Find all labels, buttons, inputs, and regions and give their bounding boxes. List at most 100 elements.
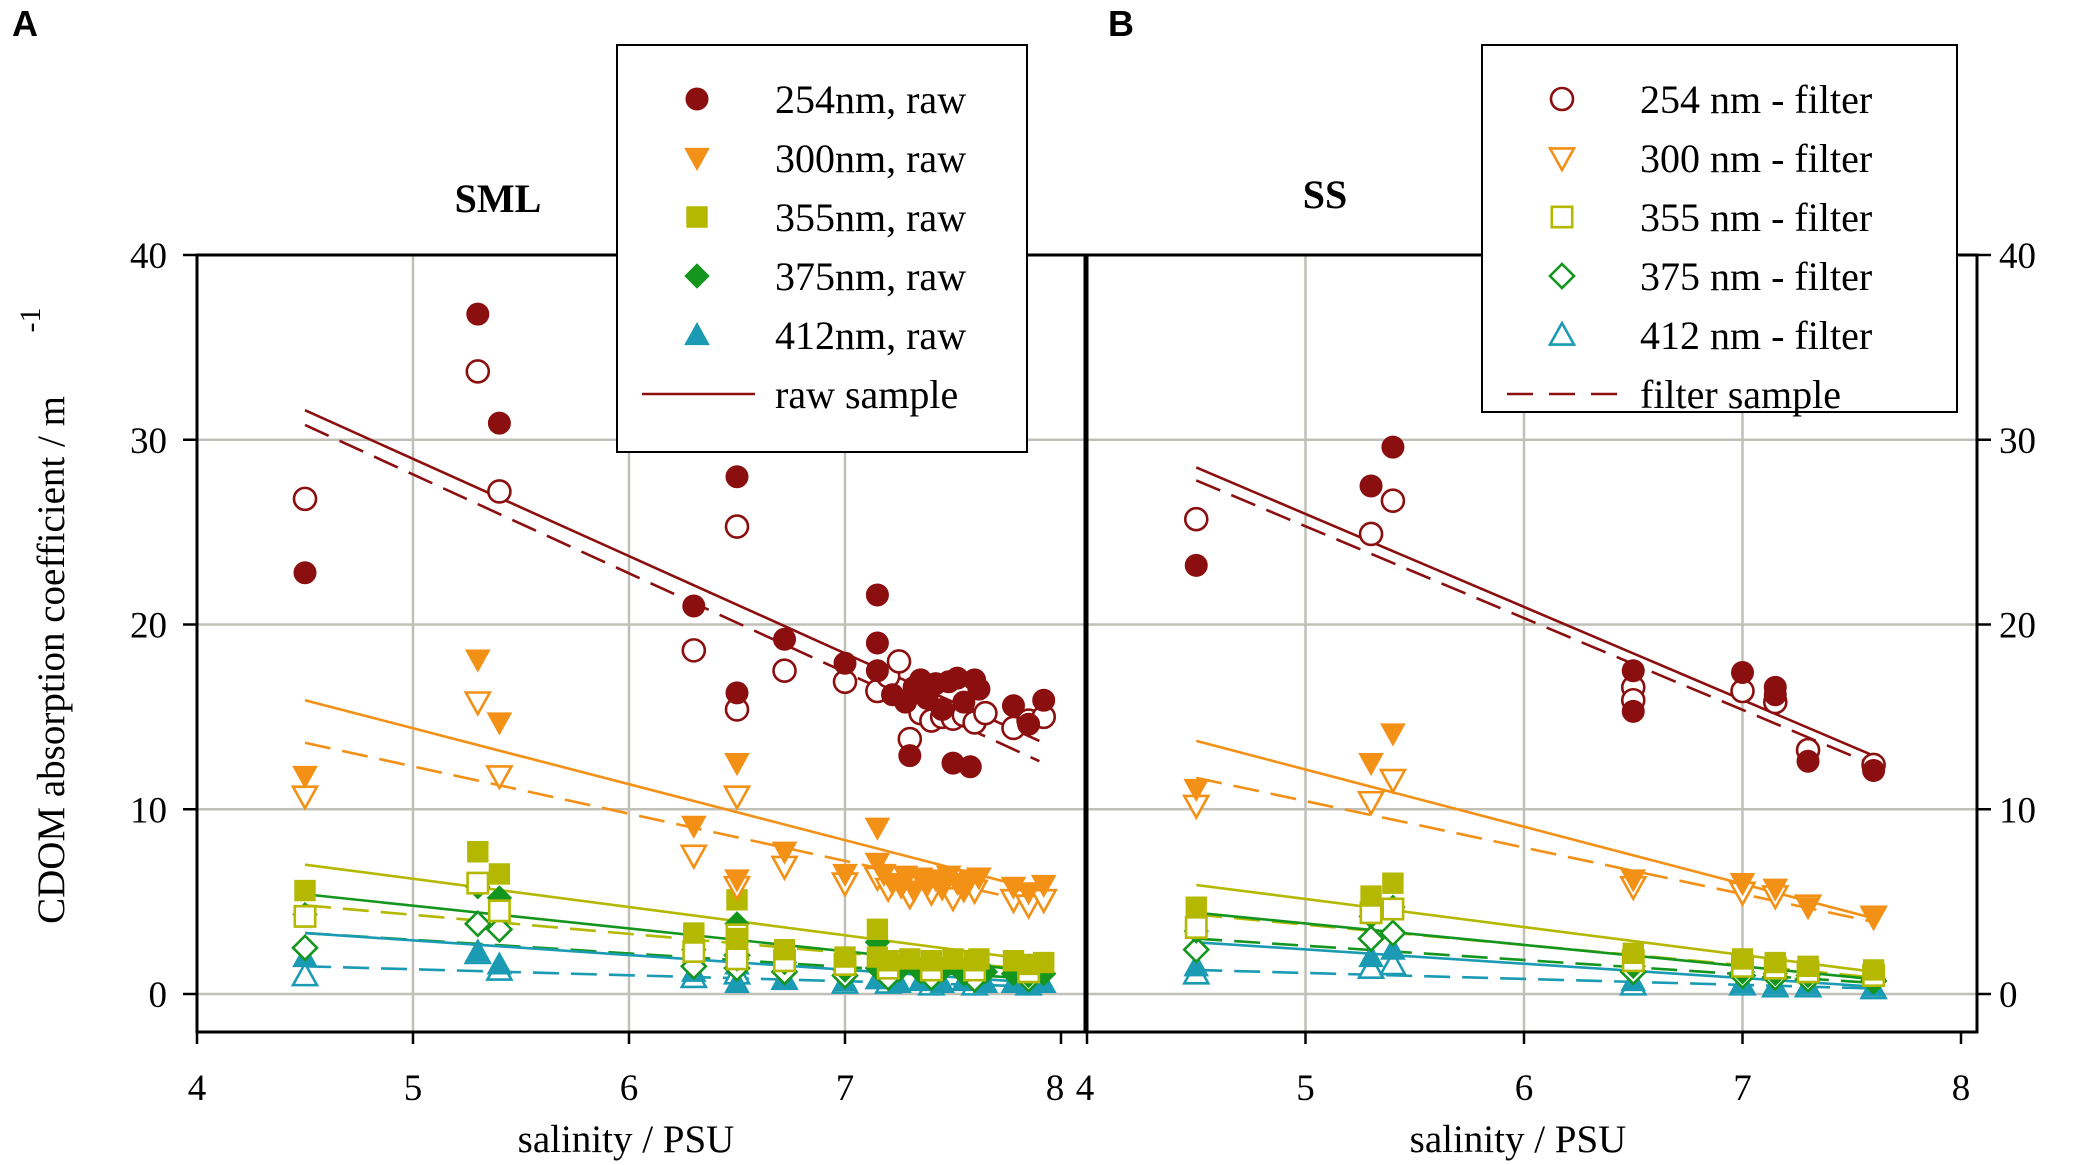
fit-line-254-raw	[1195, 466, 1875, 757]
data-point-254-raw	[682, 594, 706, 618]
data-point-254-raw	[1621, 659, 1645, 683]
data-point-300-raw	[771, 841, 798, 865]
panel-a-title: SML	[455, 176, 542, 221]
fit-line-300-raw	[1195, 739, 1874, 920]
data-point-254-filter	[886, 649, 912, 674]
y-tick-label: 40	[1999, 236, 2036, 277]
legend-marker-diamond	[1548, 262, 1576, 290]
data-point-254-raw	[833, 651, 857, 675]
data-point-254-raw	[1184, 553, 1208, 577]
y-tick-label: 20	[130, 606, 167, 647]
data-point-412-raw	[1183, 953, 1210, 977]
data-point-355-filter	[1184, 915, 1208, 939]
data-point-355-raw	[488, 863, 511, 885]
data-point-300-filter	[1356, 790, 1386, 817]
x-tick-label: 4	[1076, 1068, 1095, 1109]
data-point-300-raw	[832, 863, 858, 887]
x-tick-label: 8	[1046, 1068, 1065, 1109]
data-point-355-raw	[1797, 955, 1819, 977]
legend-label: 254nm, raw	[775, 77, 966, 122]
data-point-355-filter	[293, 904, 317, 928]
data-point-254-raw	[1763, 683, 1787, 707]
data-point-412-raw	[1358, 944, 1384, 968]
data-point-355-raw	[920, 950, 943, 972]
data-point-254-raw	[898, 744, 922, 768]
fit-line-412-raw	[1196, 940, 1874, 988]
data-point-375-filter	[291, 933, 319, 962]
x-tick-label: 8	[1952, 1068, 1971, 1109]
x-tick-label: 7	[1733, 1068, 1752, 1109]
data-point-355-raw	[467, 841, 489, 863]
data-point-254-filter	[292, 486, 318, 512]
legend-label: 355 nm - filter	[1640, 195, 1872, 240]
data-point-254-raw	[952, 690, 976, 714]
data-point-355-raw	[899, 948, 921, 970]
data-point-300-filter	[679, 844, 709, 871]
data-point-254-raw	[1862, 758, 1886, 782]
x-tick-label: 4	[188, 1068, 207, 1109]
data-point-254-raw	[865, 583, 889, 607]
y-tick-label: 0	[149, 975, 168, 1016]
data-point-254-filter	[681, 638, 707, 663]
data-point-254-filter	[487, 479, 512, 504]
y-axis-label-exponent-group: -1	[14, 308, 47, 333]
data-point-355-filter	[1381, 897, 1405, 921]
panel-b: B SS 4 5 6 7 8 0 10 20 30 40 salinity / PSU 254 n…	[1076, 3, 2036, 1161]
legend-marker-triangle-down	[684, 147, 710, 172]
y-tick-label: 30	[130, 421, 167, 462]
data-point-412-raw	[464, 938, 491, 962]
data-point-355-raw	[877, 950, 899, 972]
legend-label: 300 nm - filter	[1640, 136, 1872, 181]
y-tick-label: 40	[130, 236, 167, 277]
x-tick-label: 7	[836, 1068, 855, 1109]
data-point-355-raw	[1382, 872, 1404, 894]
data-point-355-filter	[682, 940, 706, 964]
fit-line-254-filter	[304, 423, 1040, 763]
fit-line-355-raw	[1196, 883, 1874, 974]
y-tick-label: 0	[1999, 975, 2018, 1016]
data-point-412-raw	[1380, 936, 1406, 960]
data-point-254-raw	[967, 677, 991, 701]
panel-b-fit-lines	[1195, 466, 1875, 990]
data-point-300-raw	[1015, 882, 1042, 906]
fit-line-300-raw	[304, 698, 1040, 892]
legend-marker-triangle-up	[1547, 320, 1577, 346]
data-point-300-raw	[292, 765, 318, 790]
y-axis-label: CDOM absorption coefficient / m	[30, 396, 73, 924]
legend-label: 300nm, raw	[775, 136, 966, 181]
y-tick-label: 10	[1999, 790, 2036, 831]
panel-a: A SML 4 5 6 7 8 0 10 20 30 40 salinity / PSU CDOM…	[12, 3, 1087, 1161]
data-point-355-raw	[1185, 896, 1207, 918]
panel-b-legend: 254 nm - filter 300 nm - filter 355 nm - f…	[1481, 44, 1958, 417]
data-point-375-filter	[1182, 935, 1211, 964]
data-point-254-raw	[293, 561, 317, 585]
data-point-300-raw	[1762, 878, 1789, 902]
data-point-412-filter	[290, 960, 320, 987]
panel-a-x-axis-label: salinity / PSU	[518, 1118, 735, 1161]
data-point-300-raw	[1030, 874, 1057, 899]
fit-line-300-filter	[1195, 776, 1874, 924]
data-point-355-raw	[1033, 951, 1055, 974]
y-axis-label-exponent: -1	[14, 308, 47, 333]
data-point-355-raw	[726, 927, 748, 950]
y-tick-label: 30	[1999, 421, 2036, 462]
data-point-355-raw	[866, 918, 889, 941]
panel-a-ticks: 4 5 6 7 8 0 10 20 30 40	[130, 236, 1064, 1109]
legend-marker-triangle-down	[1547, 147, 1577, 173]
data-point-254-filter	[724, 514, 750, 539]
panel-a-points	[290, 302, 1058, 996]
panel-a-legend-box	[616, 44, 1028, 453]
legend-label: filter sample	[1640, 372, 1841, 417]
data-point-355-raw	[968, 948, 990, 970]
data-point-375-filter	[1357, 924, 1385, 953]
data-point-300-raw	[724, 869, 750, 893]
data-point-300-raw	[1795, 897, 1821, 921]
data-point-254-raw	[1621, 699, 1645, 723]
data-point-300-filter	[722, 785, 752, 811]
data-point-300-raw	[864, 817, 891, 841]
legend-marker-square	[686, 206, 708, 228]
legend-label: raw sample	[775, 372, 958, 417]
data-point-355-raw	[294, 879, 316, 902]
fit-line-355-raw	[304, 863, 1040, 963]
data-point-254-raw	[958, 755, 982, 779]
